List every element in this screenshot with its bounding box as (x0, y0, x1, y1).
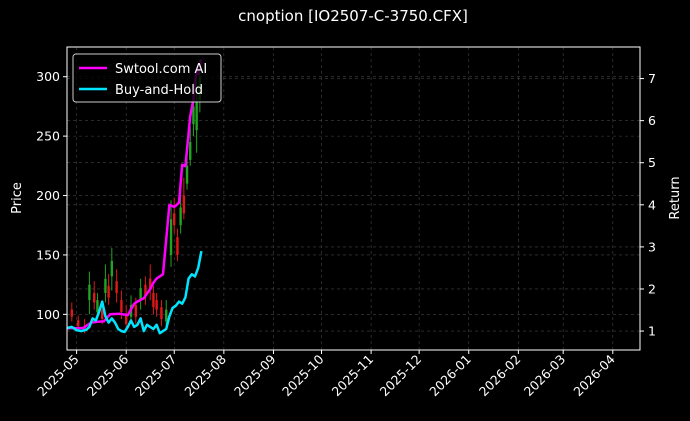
y2-tick-label: 5 (648, 155, 656, 170)
series-line-ai (67, 59, 203, 330)
candle-body (173, 213, 176, 226)
candle-body (195, 100, 198, 131)
candle-body (189, 142, 192, 160)
y2-axis-label: Return (668, 176, 683, 219)
candle-body (192, 106, 195, 125)
candlesticks (70, 58, 202, 334)
y-tick-label: 100 (36, 307, 60, 322)
series-lines (66, 59, 203, 335)
candle-body (120, 300, 123, 312)
y2-tick-label: 7 (648, 71, 656, 86)
y-tick-label: 200 (36, 188, 60, 203)
candle-body (134, 304, 138, 317)
candle-body (104, 278, 107, 293)
y2-tick-label: 4 (648, 197, 656, 212)
y2-tick-label: 6 (648, 113, 656, 128)
left-axis-ticks: 100 150 200 250 300 (36, 69, 67, 322)
y2-tick-label: 3 (648, 239, 656, 254)
y-tick-label: 300 (36, 69, 60, 84)
candle-body (139, 288, 142, 301)
candle-body (179, 207, 182, 226)
candle-body (93, 292, 96, 303)
y-axis-label: Price (10, 182, 25, 214)
right-axis-ticks: 1 2 3 4 5 6 7 (640, 71, 656, 339)
candle-body (165, 309, 168, 322)
y-tick-label: 150 (36, 247, 60, 262)
candle-body (115, 281, 118, 293)
candle-body (107, 285, 110, 298)
candle-body (77, 320, 80, 327)
legend-label-buyhold: Buy-and-Hold (115, 83, 203, 98)
legend-box (72, 53, 222, 103)
plot-frame (66, 46, 641, 351)
y2-tick-label: 2 (648, 281, 656, 296)
candle-body (70, 309, 74, 317)
candle-body (176, 237, 179, 255)
candle-body (160, 307, 163, 320)
legend-label-ai: Swtool.com AI (115, 62, 207, 77)
legend: Swtool.com AI Buy-and-Hold (72, 53, 222, 103)
candle-body (149, 278, 152, 289)
candle-body (185, 165, 189, 184)
candle-body (182, 195, 186, 214)
candle-body (144, 284, 147, 297)
candle-body (88, 284, 91, 301)
candle-body (101, 309, 104, 320)
candle-body (125, 314, 128, 324)
candle-body (110, 260, 114, 277)
chart-title: cnoption [IO2507-C-3750.CFX] (238, 7, 468, 25)
y-tick-label: 250 (36, 129, 60, 144)
series-line-buyhold (66, 250, 203, 335)
candle-body (169, 219, 173, 255)
y2-tick-label: 1 (648, 324, 656, 339)
candle-body (155, 300, 158, 310)
candle-body (152, 292, 155, 308)
candle-body (96, 300, 99, 312)
